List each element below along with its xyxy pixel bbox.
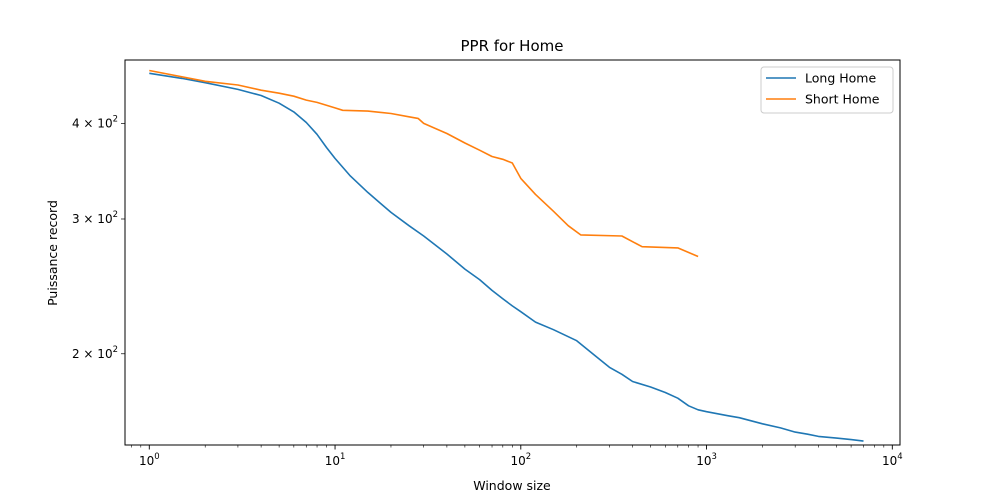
x-axis-label: Window size — [473, 478, 551, 493]
x-tick-label: 103 — [696, 452, 717, 468]
x-axis: 100 101 102 103 104 — [130, 445, 903, 468]
plot-frame — [124, 59, 901, 446]
chart-title: PPR for Home — [461, 37, 564, 55]
legend-label-2: Short Home — [805, 92, 880, 107]
y-axis: 2 × 102 3 × 102 4 × 102 — [72, 114, 125, 361]
y-tick-label: 2 × 102 — [72, 345, 118, 361]
x-tick-label: 104 — [882, 452, 903, 468]
legend-label-1: Long Home — [805, 71, 876, 86]
x-tick-label: 100 — [139, 452, 160, 468]
y-tick-label: 4 × 102 — [72, 114, 118, 130]
legend: Long Home Short Home — [760, 66, 894, 114]
y-axis-label: Puissance record — [45, 200, 60, 306]
series-layer — [149, 69, 864, 442]
series-line-2 — [149, 69, 699, 258]
x-tick-label: 101 — [325, 452, 346, 468]
series-line-1 — [149, 72, 864, 442]
x-tick-label: 102 — [510, 452, 531, 468]
y-tick-label: 3 × 102 — [72, 210, 118, 226]
